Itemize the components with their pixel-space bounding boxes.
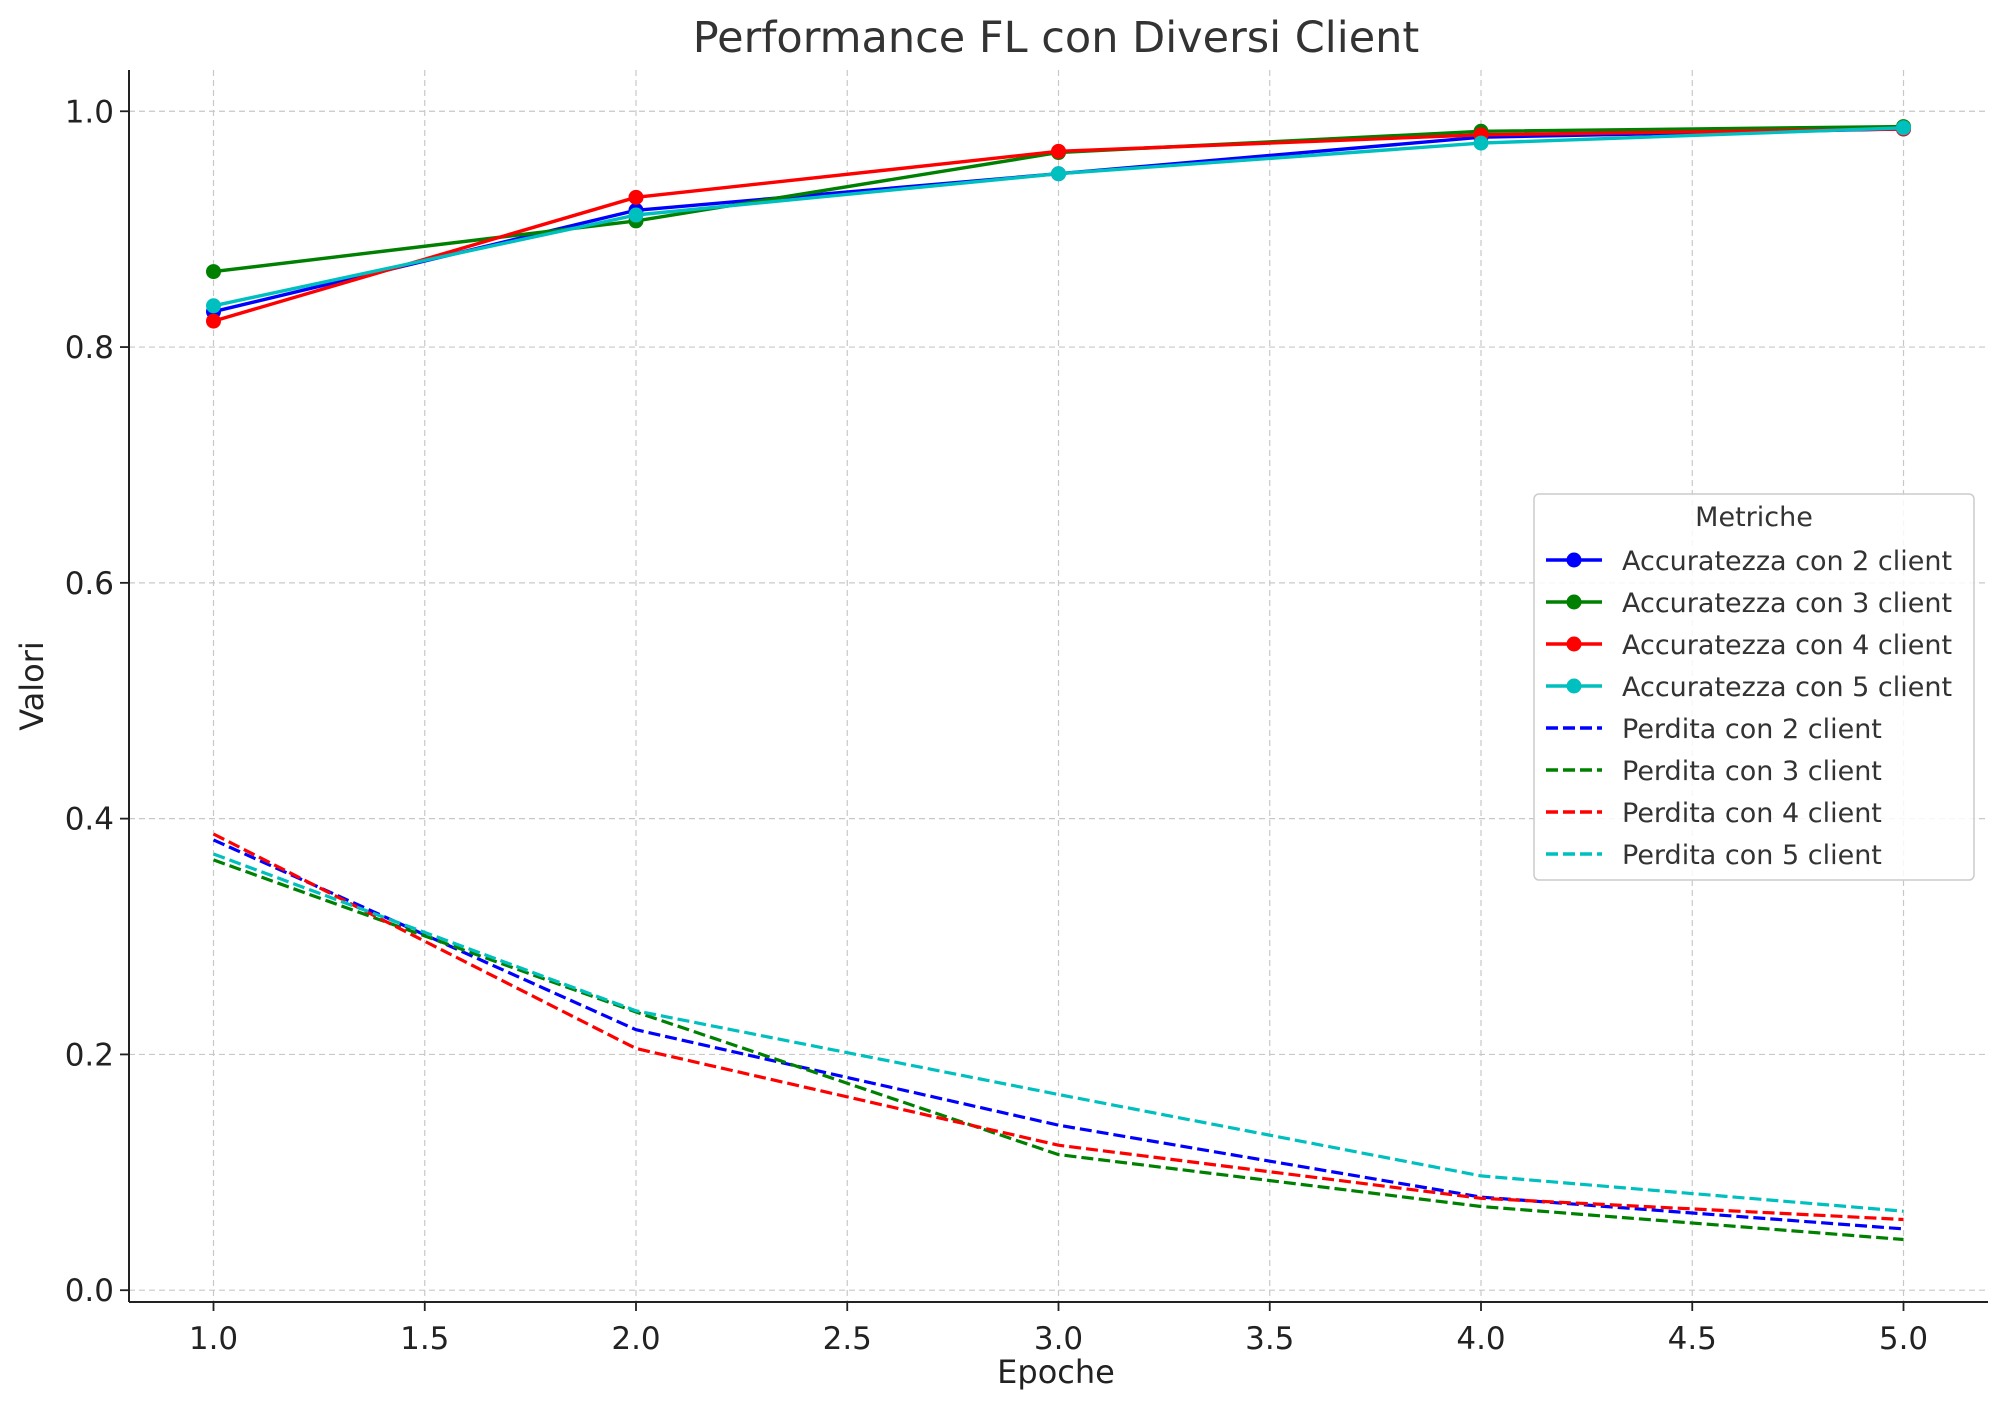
- data-point: [628, 207, 644, 223]
- data-point: [1473, 135, 1489, 151]
- legend-title: Metriche: [1695, 502, 1813, 533]
- legend-item: Perdita con 4 client: [1546, 798, 1882, 829]
- legend-item: Perdita con 2 client: [1546, 714, 1882, 745]
- legend-marker: [1566, 678, 1582, 694]
- y-tick-label: 0.6: [65, 566, 114, 602]
- x-axis-label: Epoche: [997, 1353, 1115, 1391]
- x-tick-label: 1.5: [400, 1321, 449, 1357]
- legend-item: Accuratezza con 3 client: [1546, 588, 1952, 619]
- y-tick-label: 1.0: [65, 94, 114, 130]
- data-point: [206, 298, 221, 314]
- legend-label: Perdita con 2 client: [1622, 714, 1882, 745]
- y-tick-label: 0.2: [65, 1037, 114, 1073]
- legend-item: Perdita con 3 client: [1546, 756, 1882, 787]
- data-point: [1051, 166, 1066, 182]
- series-accuratezza-con-5-client: [206, 120, 1911, 314]
- chart-title: Performance FL con Diversi Client: [693, 13, 1420, 63]
- data-point: [206, 264, 221, 280]
- x-tick-label: 2.0: [611, 1321, 660, 1357]
- series-line: [212, 858, 1904, 1242]
- data-point: [206, 313, 221, 329]
- legend-item: Perdita con 5 client: [1546, 840, 1882, 871]
- series-line: [212, 838, 1904, 1231]
- x-tick-label: 2.5: [823, 1321, 872, 1357]
- series-perdita-con-2-client: [212, 838, 1904, 1231]
- legend-item: Accuratezza con 5 client: [1546, 672, 1952, 703]
- series-line: [212, 852, 1904, 1213]
- legend: Metriche Accuratezza con 2 client Accurat…: [1533, 493, 1975, 881]
- x-tick-label: 3.5: [1245, 1321, 1294, 1357]
- legend-label: Accuratezza con 4 client: [1622, 630, 1952, 661]
- series-line: [212, 832, 1904, 1222]
- legend-label: Accuratezza con 2 client: [1622, 546, 1952, 577]
- data-point: [1051, 143, 1066, 159]
- x-tick-label: 1.0: [189, 1321, 238, 1357]
- x-tick-label: 5.0: [1879, 1321, 1928, 1357]
- legend-item: Accuratezza con 2 client: [1546, 546, 1952, 577]
- x-tick-label: 4.5: [1668, 1321, 1717, 1357]
- y-tick-label: 0.0: [65, 1273, 114, 1309]
- legend-label: Accuratezza con 5 client: [1622, 672, 1952, 703]
- axis-ticks: 1.0 1.5 2.0 2.5 3.0 3.5 4.0 4.5 5.0 0.0 0.2 0.4 0.6 0…: [65, 94, 1928, 1357]
- legend-label: Perdita con 5 client: [1622, 840, 1882, 871]
- legend-label: Perdita con 3 client: [1622, 756, 1882, 787]
- data-point: [628, 189, 644, 205]
- x-tick-label: 3.0: [1034, 1321, 1083, 1357]
- legend-box: [1533, 493, 1975, 881]
- y-tick-label: 0.4: [65, 802, 114, 838]
- legend-label: Perdita con 4 client: [1622, 798, 1882, 829]
- legend-marker: [1566, 636, 1582, 652]
- y-tick-label: 0.8: [65, 330, 114, 366]
- series-perdita-con-4-client: [212, 832, 1904, 1222]
- legend-marker: [1566, 594, 1582, 610]
- x-tick-label: 4.0: [1456, 1321, 1505, 1357]
- legend-label: Accuratezza con 3 client: [1622, 588, 1952, 619]
- y-axis-label: Valori: [13, 641, 51, 731]
- legend-item: Accuratezza con 4 client: [1546, 630, 1952, 661]
- data-point: [1896, 120, 1911, 136]
- series-perdita-con-5-client: [212, 852, 1904, 1213]
- series-perdita-con-3-client: [212, 858, 1904, 1242]
- data-series: [206, 119, 1911, 1242]
- legend-marker: [1566, 552, 1582, 568]
